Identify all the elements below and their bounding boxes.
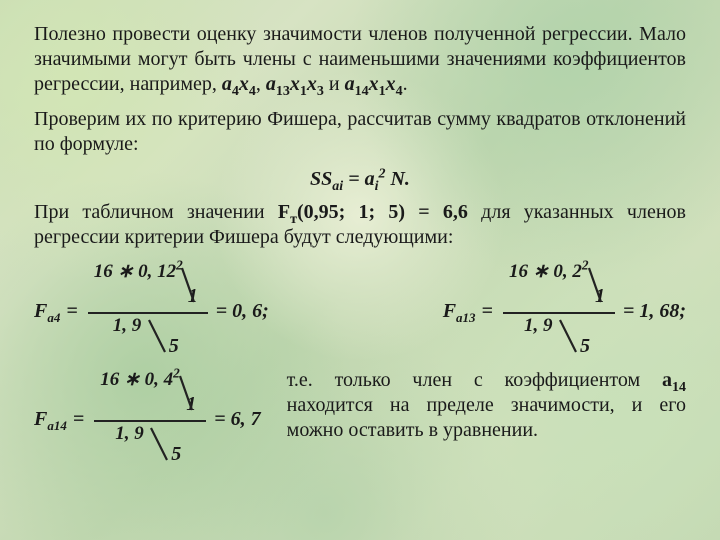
equation-fa14: Fa14 = 16 ∗ 0, 42 1 [34,368,261,470]
equation-fa13: Fa13 = 16 ∗ 0, 22 1 1, 9 5 [443,260,686,362]
equation-fa4: Fa4 = 16 ∗ 0, 122 1 1, 9 5 [34,260,269,362]
paragraph-4: т.е. только член с коэффициентом a14 нах… [287,368,686,443]
bottom-row: Fa14 = 16 ∗ 0, 42 1 [34,368,686,470]
paragraph-3: При табличном значении Fт(0,95; 1; 5) = … [34,200,686,250]
paragraph-1: Полезно провести оценку значимости члено… [34,22,686,97]
paragraph-2: Проверим их по критерию Фишера, рассчита… [34,107,686,157]
formula-ss: SSai = ai2 N. [34,167,686,192]
equation-row-1: Fa4 = 16 ∗ 0, 122 1 1, 9 5 [34,260,686,362]
